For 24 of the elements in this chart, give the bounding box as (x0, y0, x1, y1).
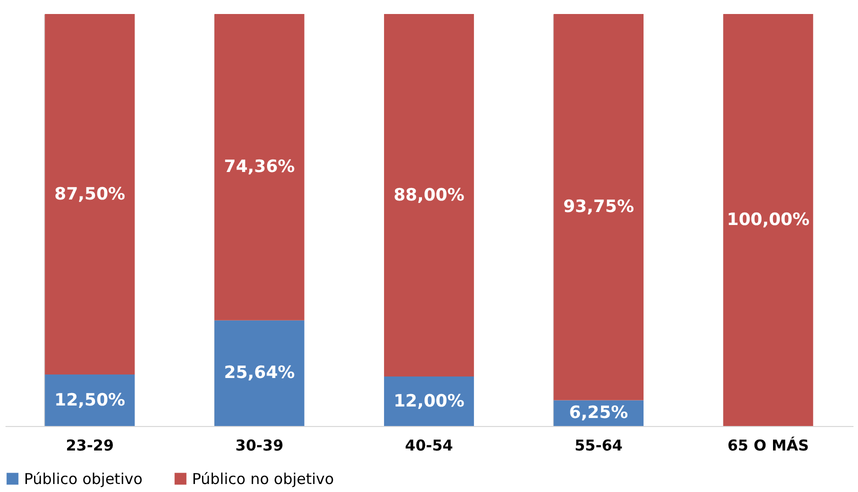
data-label: 87,50% (54, 184, 126, 204)
bar (554, 14, 644, 400)
x-tick-label: 55-64 (574, 436, 623, 454)
data-label: 6,25% (569, 403, 628, 424)
data-label: 12,50% (54, 390, 126, 410)
bar (384, 376, 474, 426)
data-label: 100,00% (726, 210, 810, 230)
data-label: 88,00% (394, 185, 464, 206)
data-label: 25,64% (224, 363, 295, 384)
legend-label: Público no objetivo (192, 470, 334, 488)
bar (44, 14, 135, 374)
data-label: 93,75% (563, 197, 634, 218)
legend-label: Público objetivo (24, 470, 143, 488)
x-tick-label: 65 O MÁS (727, 436, 809, 454)
x-tick-label: 40-54 (405, 436, 453, 454)
data-label: 12,00% (394, 391, 464, 412)
bar (214, 320, 304, 426)
x-tick-label: 30-39 (235, 436, 284, 454)
bar (214, 14, 304, 320)
bar (44, 374, 135, 426)
x-tick-label: 23-29 (66, 436, 114, 454)
data-label: 74,36% (224, 157, 295, 178)
bar (723, 14, 814, 426)
bar (384, 14, 474, 377)
